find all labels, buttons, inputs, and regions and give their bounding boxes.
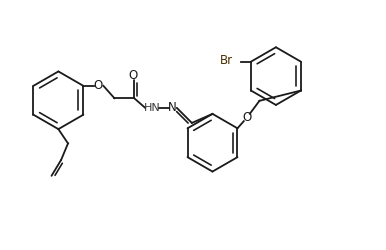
Text: N: N <box>168 101 177 114</box>
Text: HN: HN <box>144 103 161 113</box>
Text: O: O <box>242 111 252 124</box>
Text: O: O <box>129 69 138 82</box>
Text: O: O <box>94 79 103 92</box>
Text: Br: Br <box>220 54 233 67</box>
